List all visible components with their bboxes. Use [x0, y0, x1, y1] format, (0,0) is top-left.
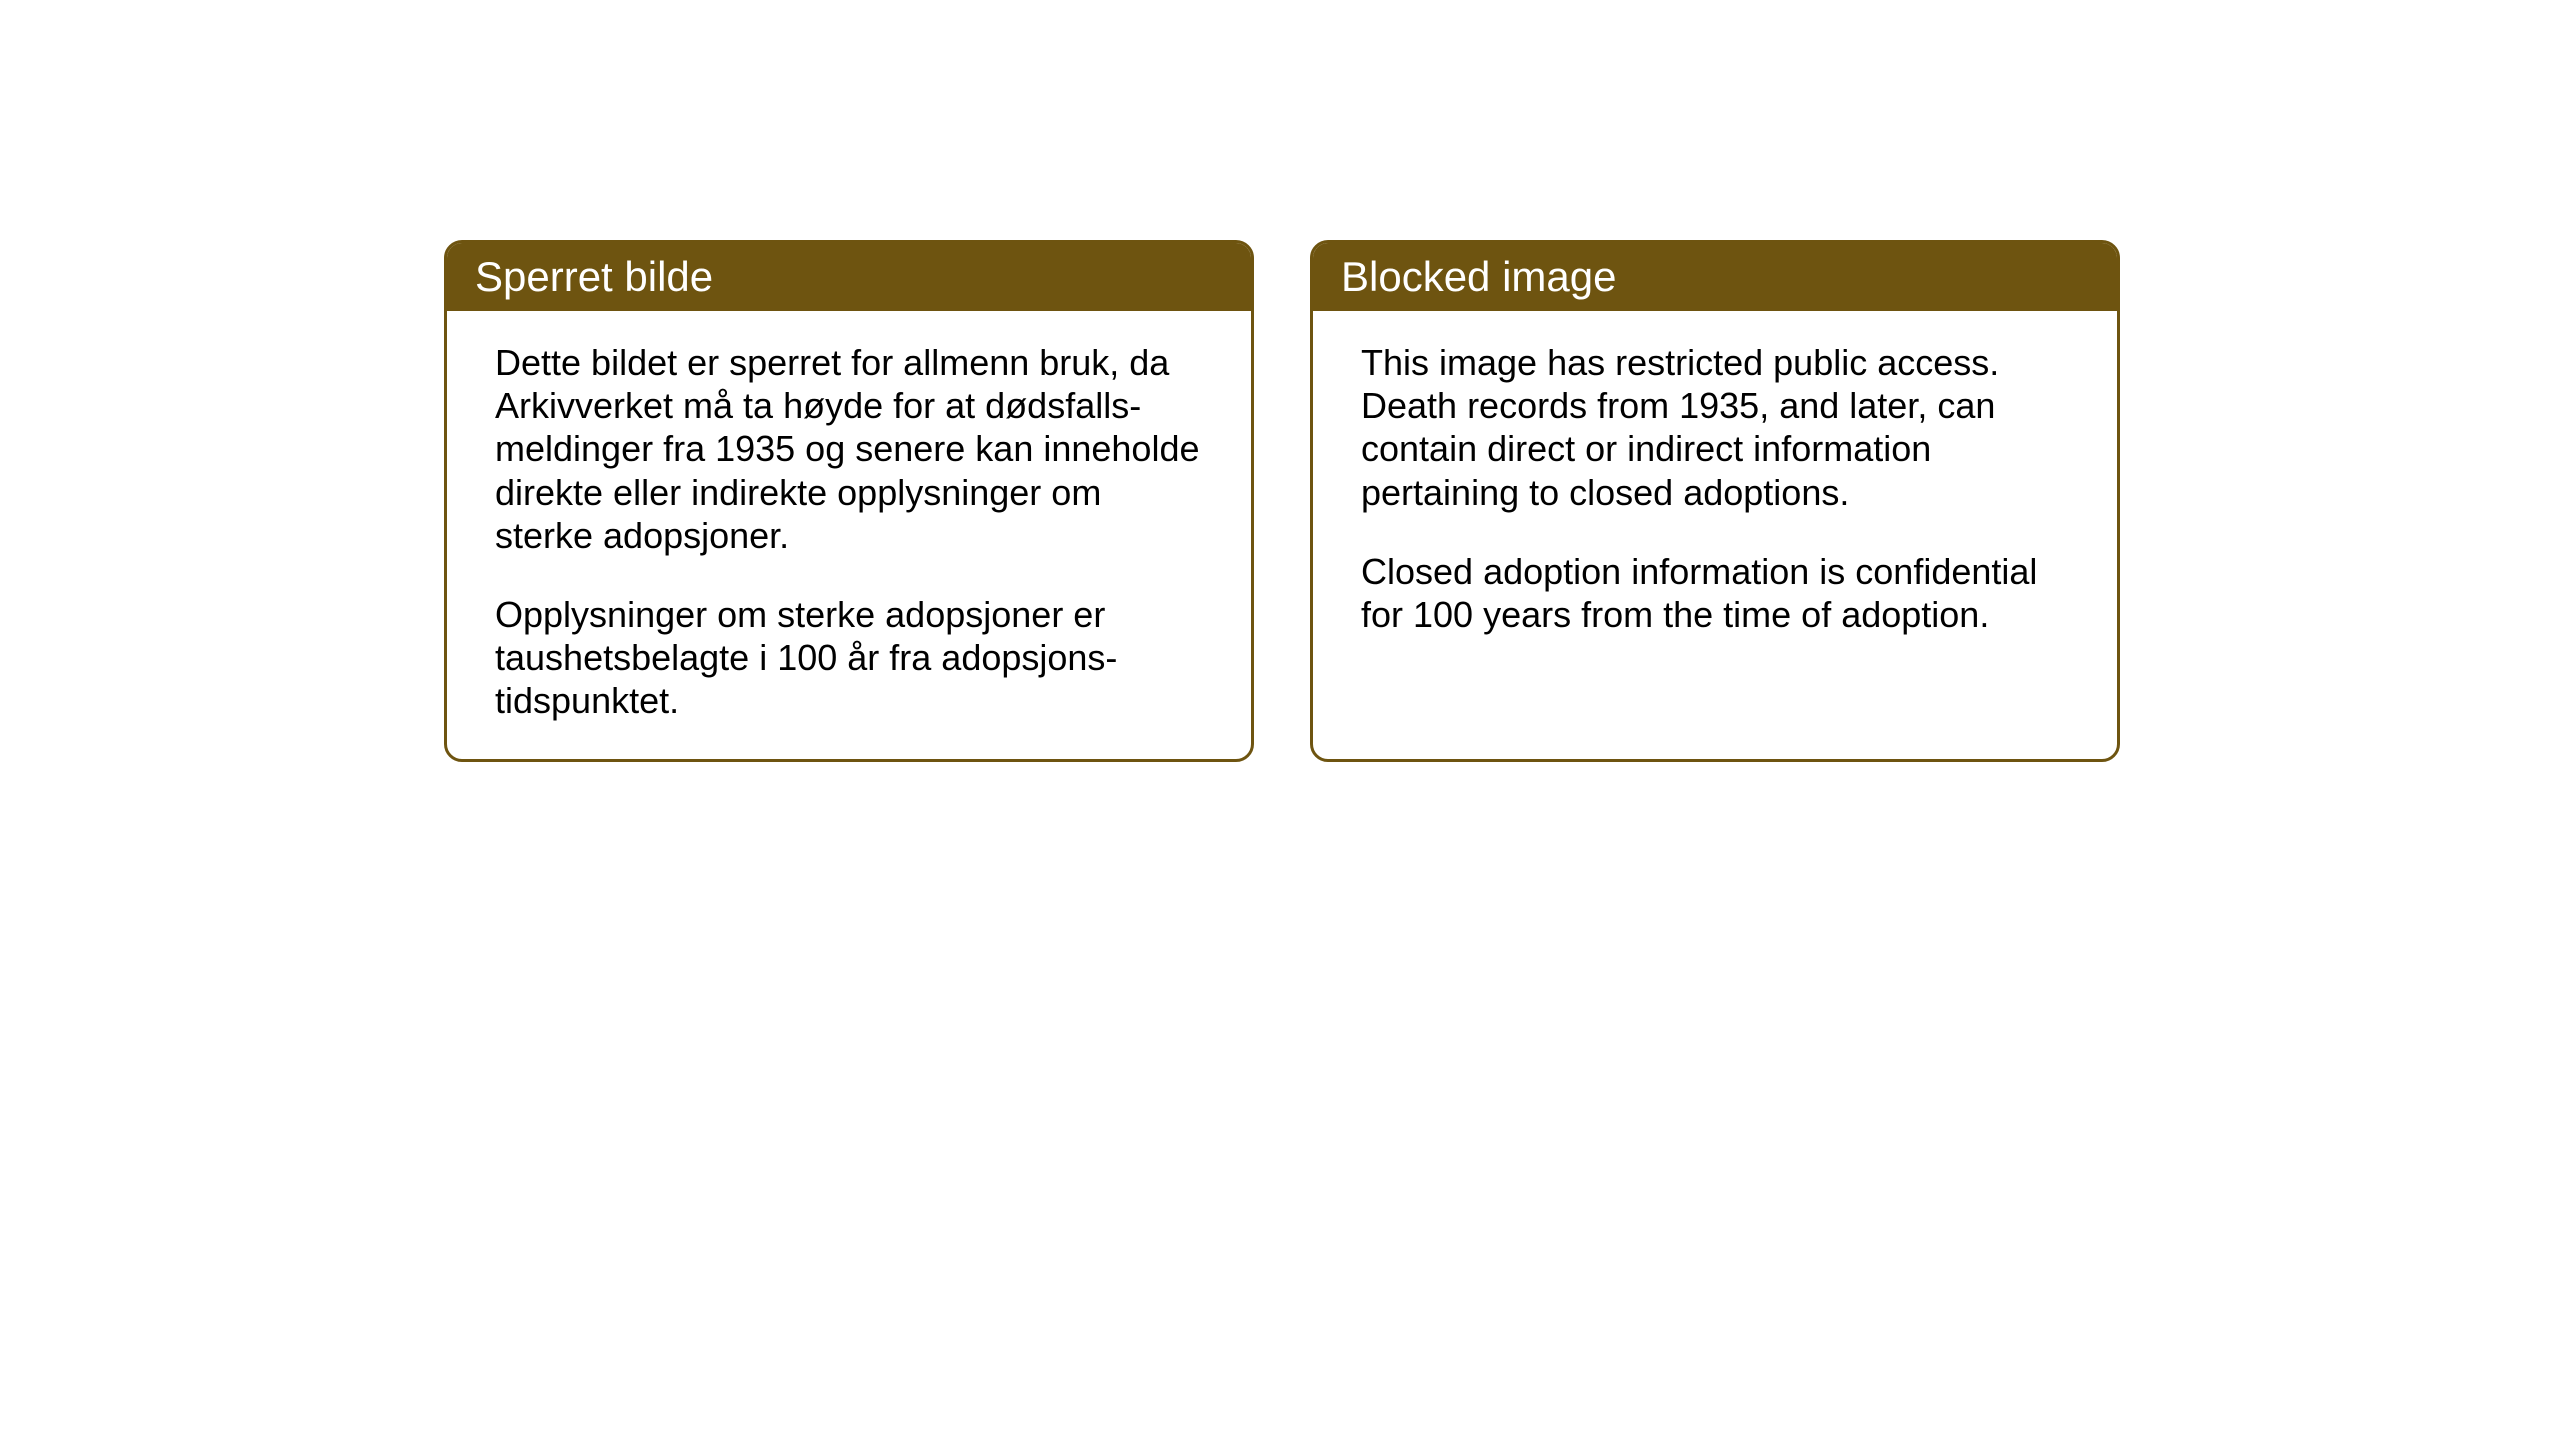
info-card-norwegian: Sperret bilde Dette bildet er sperret fo… [444, 240, 1254, 762]
card-paragraph: Closed adoption information is confident… [1361, 550, 2069, 636]
info-cards-container: Sperret bilde Dette bildet er sperret fo… [444, 240, 2120, 762]
card-paragraph: Opplysninger om sterke adopsjoner er tau… [495, 593, 1203, 723]
card-paragraph: Dette bildet er sperret for allmenn bruk… [495, 341, 1203, 557]
card-body-norwegian: Dette bildet er sperret for allmenn bruk… [447, 311, 1251, 759]
card-body-english: This image has restricted public access.… [1313, 311, 2117, 714]
info-card-english: Blocked image This image has restricted … [1310, 240, 2120, 762]
card-header-norwegian: Sperret bilde [447, 243, 1251, 311]
card-header-english: Blocked image [1313, 243, 2117, 311]
card-title: Sperret bilde [475, 253, 713, 300]
card-paragraph: This image has restricted public access.… [1361, 341, 2069, 514]
card-title: Blocked image [1341, 253, 1616, 300]
